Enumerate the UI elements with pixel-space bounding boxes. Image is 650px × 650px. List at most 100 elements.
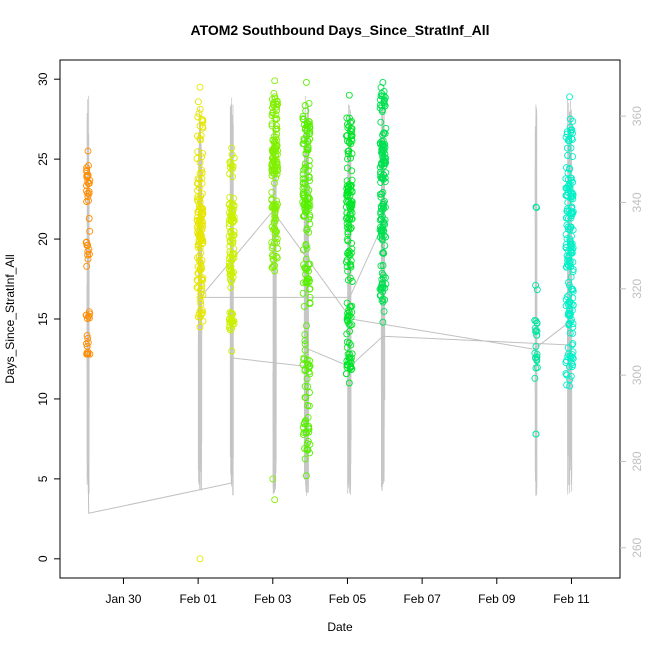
scatter-point <box>347 257 355 265</box>
scatter-point <box>343 361 351 369</box>
scatter-point <box>84 147 92 155</box>
scatter-point <box>566 382 574 390</box>
scatter-point <box>301 367 309 375</box>
scatter-point <box>268 195 276 203</box>
scatter-point <box>199 149 207 157</box>
scatter-point <box>344 155 351 163</box>
scatter-point <box>343 114 351 122</box>
scatter-point <box>306 177 313 185</box>
scatter-point <box>563 184 571 192</box>
scatter-point <box>564 176 572 183</box>
scatter-point <box>379 295 387 303</box>
scatter-point <box>568 246 576 254</box>
scatter-point <box>531 354 539 362</box>
scatter-point <box>229 173 237 181</box>
scatter-point <box>300 261 308 269</box>
scatter-point <box>194 113 202 121</box>
scatter-point <box>379 236 386 244</box>
scatter-point <box>563 221 571 229</box>
scatter-point <box>378 145 386 153</box>
scatter-point <box>348 167 356 175</box>
scatter-point <box>197 249 205 257</box>
scatter-point <box>273 158 281 166</box>
scatter-point <box>569 226 577 234</box>
scatter-point <box>343 316 351 324</box>
scatter-point <box>194 219 202 227</box>
scatter-point <box>225 219 233 227</box>
scatter-point <box>194 284 202 292</box>
scatter-point <box>345 91 353 99</box>
scatter-point <box>568 126 576 134</box>
scatter-point <box>345 354 353 361</box>
scatter-point <box>194 148 202 156</box>
scatter-point <box>382 280 390 288</box>
scatter-point <box>567 144 575 152</box>
scatter-point <box>83 168 91 175</box>
scatter-point <box>381 150 389 158</box>
scatter-point <box>300 140 308 148</box>
scatter-point <box>196 266 204 274</box>
scatter-point <box>303 322 310 330</box>
scatter-point <box>226 275 234 283</box>
scatter-point <box>567 193 575 201</box>
scatter-point <box>84 339 92 347</box>
scatter-point <box>532 203 540 211</box>
scatter-point <box>348 239 356 247</box>
scatter-point <box>379 271 387 279</box>
scatter-point <box>380 219 388 227</box>
scatter-point <box>229 215 237 223</box>
scatter-point <box>269 255 277 263</box>
scatter-point <box>345 224 353 232</box>
scatter-point <box>83 332 91 340</box>
scatter-point <box>533 204 541 212</box>
scatter-point <box>227 211 235 219</box>
scatter-point <box>270 256 278 264</box>
scatter-point <box>305 186 313 194</box>
scatter-point <box>198 166 205 174</box>
scatter-point <box>348 150 356 158</box>
scatter-point <box>306 449 314 457</box>
scatter-point <box>348 245 356 253</box>
altitude-line-layer <box>86 95 573 514</box>
scatter-point <box>198 190 206 198</box>
scatter-point <box>229 310 237 318</box>
scatter-point <box>228 276 236 284</box>
scatter-point <box>270 204 278 212</box>
scatter-point <box>563 252 571 260</box>
scatter-point <box>301 417 309 425</box>
scatter-point <box>531 349 539 357</box>
scatter-point <box>303 207 311 215</box>
scatter-point <box>344 309 352 317</box>
scatter-point <box>269 203 277 211</box>
scatter-point <box>83 238 91 246</box>
scatter-point <box>268 239 276 247</box>
scatter-point <box>379 298 387 306</box>
scatter-point <box>345 138 353 146</box>
scatter-point <box>376 101 384 109</box>
scatter-point <box>304 360 312 368</box>
scatter-point <box>226 262 234 270</box>
scatter-point <box>348 302 356 310</box>
scatter-point <box>197 136 204 144</box>
scatter-point <box>303 226 311 234</box>
scatter-point <box>566 93 574 101</box>
scatter-point <box>569 348 577 356</box>
scatter-point <box>344 312 352 320</box>
scatter-point <box>195 310 203 318</box>
scatter-point <box>376 139 384 147</box>
scatter-point <box>342 370 350 378</box>
scatter-point <box>196 555 204 563</box>
scatter-point <box>564 152 572 159</box>
scatter-point <box>347 125 355 133</box>
scatter-point <box>346 321 354 329</box>
scatter-point <box>378 108 386 116</box>
altitude-spikes <box>86 95 90 495</box>
scatter-point <box>301 340 309 348</box>
scatter-point <box>86 176 94 184</box>
scatter-point <box>346 210 354 218</box>
scatter-point <box>566 329 574 337</box>
scatter-point <box>563 371 571 379</box>
scatter-point <box>199 276 207 284</box>
secondary-y-tick-label: 280 <box>630 451 644 471</box>
